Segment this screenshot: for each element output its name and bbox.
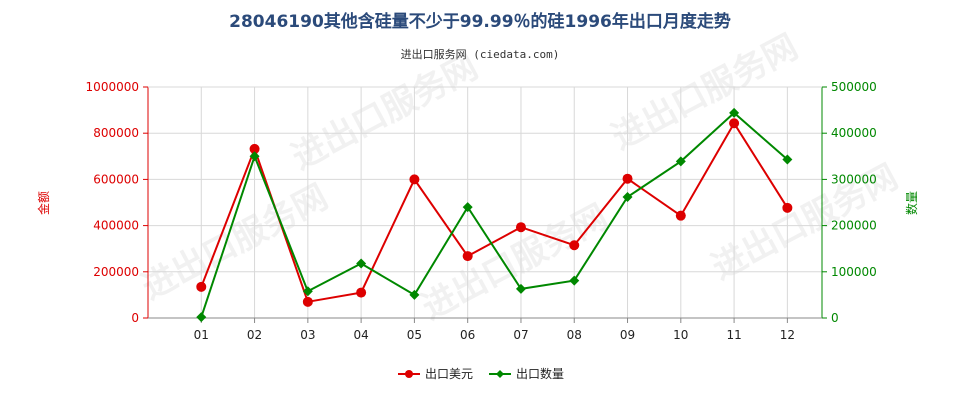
chart-subtitle: 进出口服务网 (ciedata.com) xyxy=(401,47,560,61)
quantity-point xyxy=(196,312,207,323)
quantity-point xyxy=(675,156,686,167)
x-tick-label: 08 xyxy=(567,328,582,342)
right-tick-label: 300000 xyxy=(831,172,877,186)
left-tick-label: 0 xyxy=(131,311,139,325)
plot-area: 0 200000 400000 600000 800000 1000000 0 100000 2… xyxy=(86,80,877,342)
value-point xyxy=(622,173,633,184)
x-tick-label: 06 xyxy=(460,328,475,342)
quantity-point xyxy=(249,151,260,162)
series-line-value xyxy=(200,121,789,303)
value-point xyxy=(196,281,207,292)
x-tick-label: 11 xyxy=(726,328,741,342)
left-axis-label: 金额 xyxy=(36,191,51,215)
x-tick-label: 09 xyxy=(620,328,635,342)
series-line-quantity xyxy=(200,111,789,318)
legend-swatch-marker xyxy=(405,370,413,378)
right-tick-label: 200000 xyxy=(831,219,877,233)
watermark-text: 进出口服务网 xyxy=(285,47,484,178)
right-tick-label: 0 xyxy=(831,311,839,325)
value-point xyxy=(675,210,686,221)
quantity-point xyxy=(356,258,367,269)
right-tick-label: 500000 xyxy=(831,80,877,94)
x-tick-label: 04 xyxy=(353,328,368,342)
x-tick-label: 01 xyxy=(194,328,209,342)
watermark-text: 进出口服务网 xyxy=(415,197,614,328)
legend: 出口美元 出口数量 xyxy=(398,366,564,381)
quantity-point xyxy=(622,191,633,202)
value-point xyxy=(782,202,793,213)
legend-label: 出口数量 xyxy=(516,366,564,381)
legend-label: 出口美元 xyxy=(425,367,473,381)
x-tick-label: 03 xyxy=(300,328,315,342)
left-tick-label: 1000000 xyxy=(86,80,139,94)
value-point xyxy=(409,174,420,185)
right-axis-label: 数量 xyxy=(904,191,919,215)
quantity-point xyxy=(569,275,580,286)
value-point xyxy=(249,143,260,154)
chart-title: 28046190其他含硅量不少于99.99％的硅1996年出口月度走势 xyxy=(229,11,731,32)
value-point xyxy=(569,240,580,251)
value-point xyxy=(302,296,313,307)
value-point xyxy=(515,222,526,233)
left-tick-label: 400000 xyxy=(93,219,139,233)
quantity-point xyxy=(462,202,473,213)
right-tick-label: 400000 xyxy=(831,126,877,140)
x-tick-label: 10 xyxy=(673,328,688,342)
value-point xyxy=(462,251,473,262)
quantity-point xyxy=(782,154,793,165)
left-tick-label: 800000 xyxy=(93,126,139,140)
quantity-point xyxy=(302,286,313,297)
value-point xyxy=(356,287,367,298)
quantity-point xyxy=(729,107,740,118)
x-tick-label: 12 xyxy=(780,328,795,342)
left-tick-label: 200000 xyxy=(93,265,139,279)
quantity-point xyxy=(515,283,526,294)
x-tick-label: 02 xyxy=(247,328,262,342)
value-point xyxy=(729,118,740,129)
left-tick-label: 600000 xyxy=(93,172,139,186)
right-tick-label: 100000 xyxy=(831,265,877,279)
x-tick-label: 07 xyxy=(513,328,528,342)
quantity-point xyxy=(409,289,420,300)
watermark-text: 进出口服务网 xyxy=(135,177,334,308)
legend-swatch-marker xyxy=(496,370,504,378)
x-tick-label: 05 xyxy=(407,328,422,342)
